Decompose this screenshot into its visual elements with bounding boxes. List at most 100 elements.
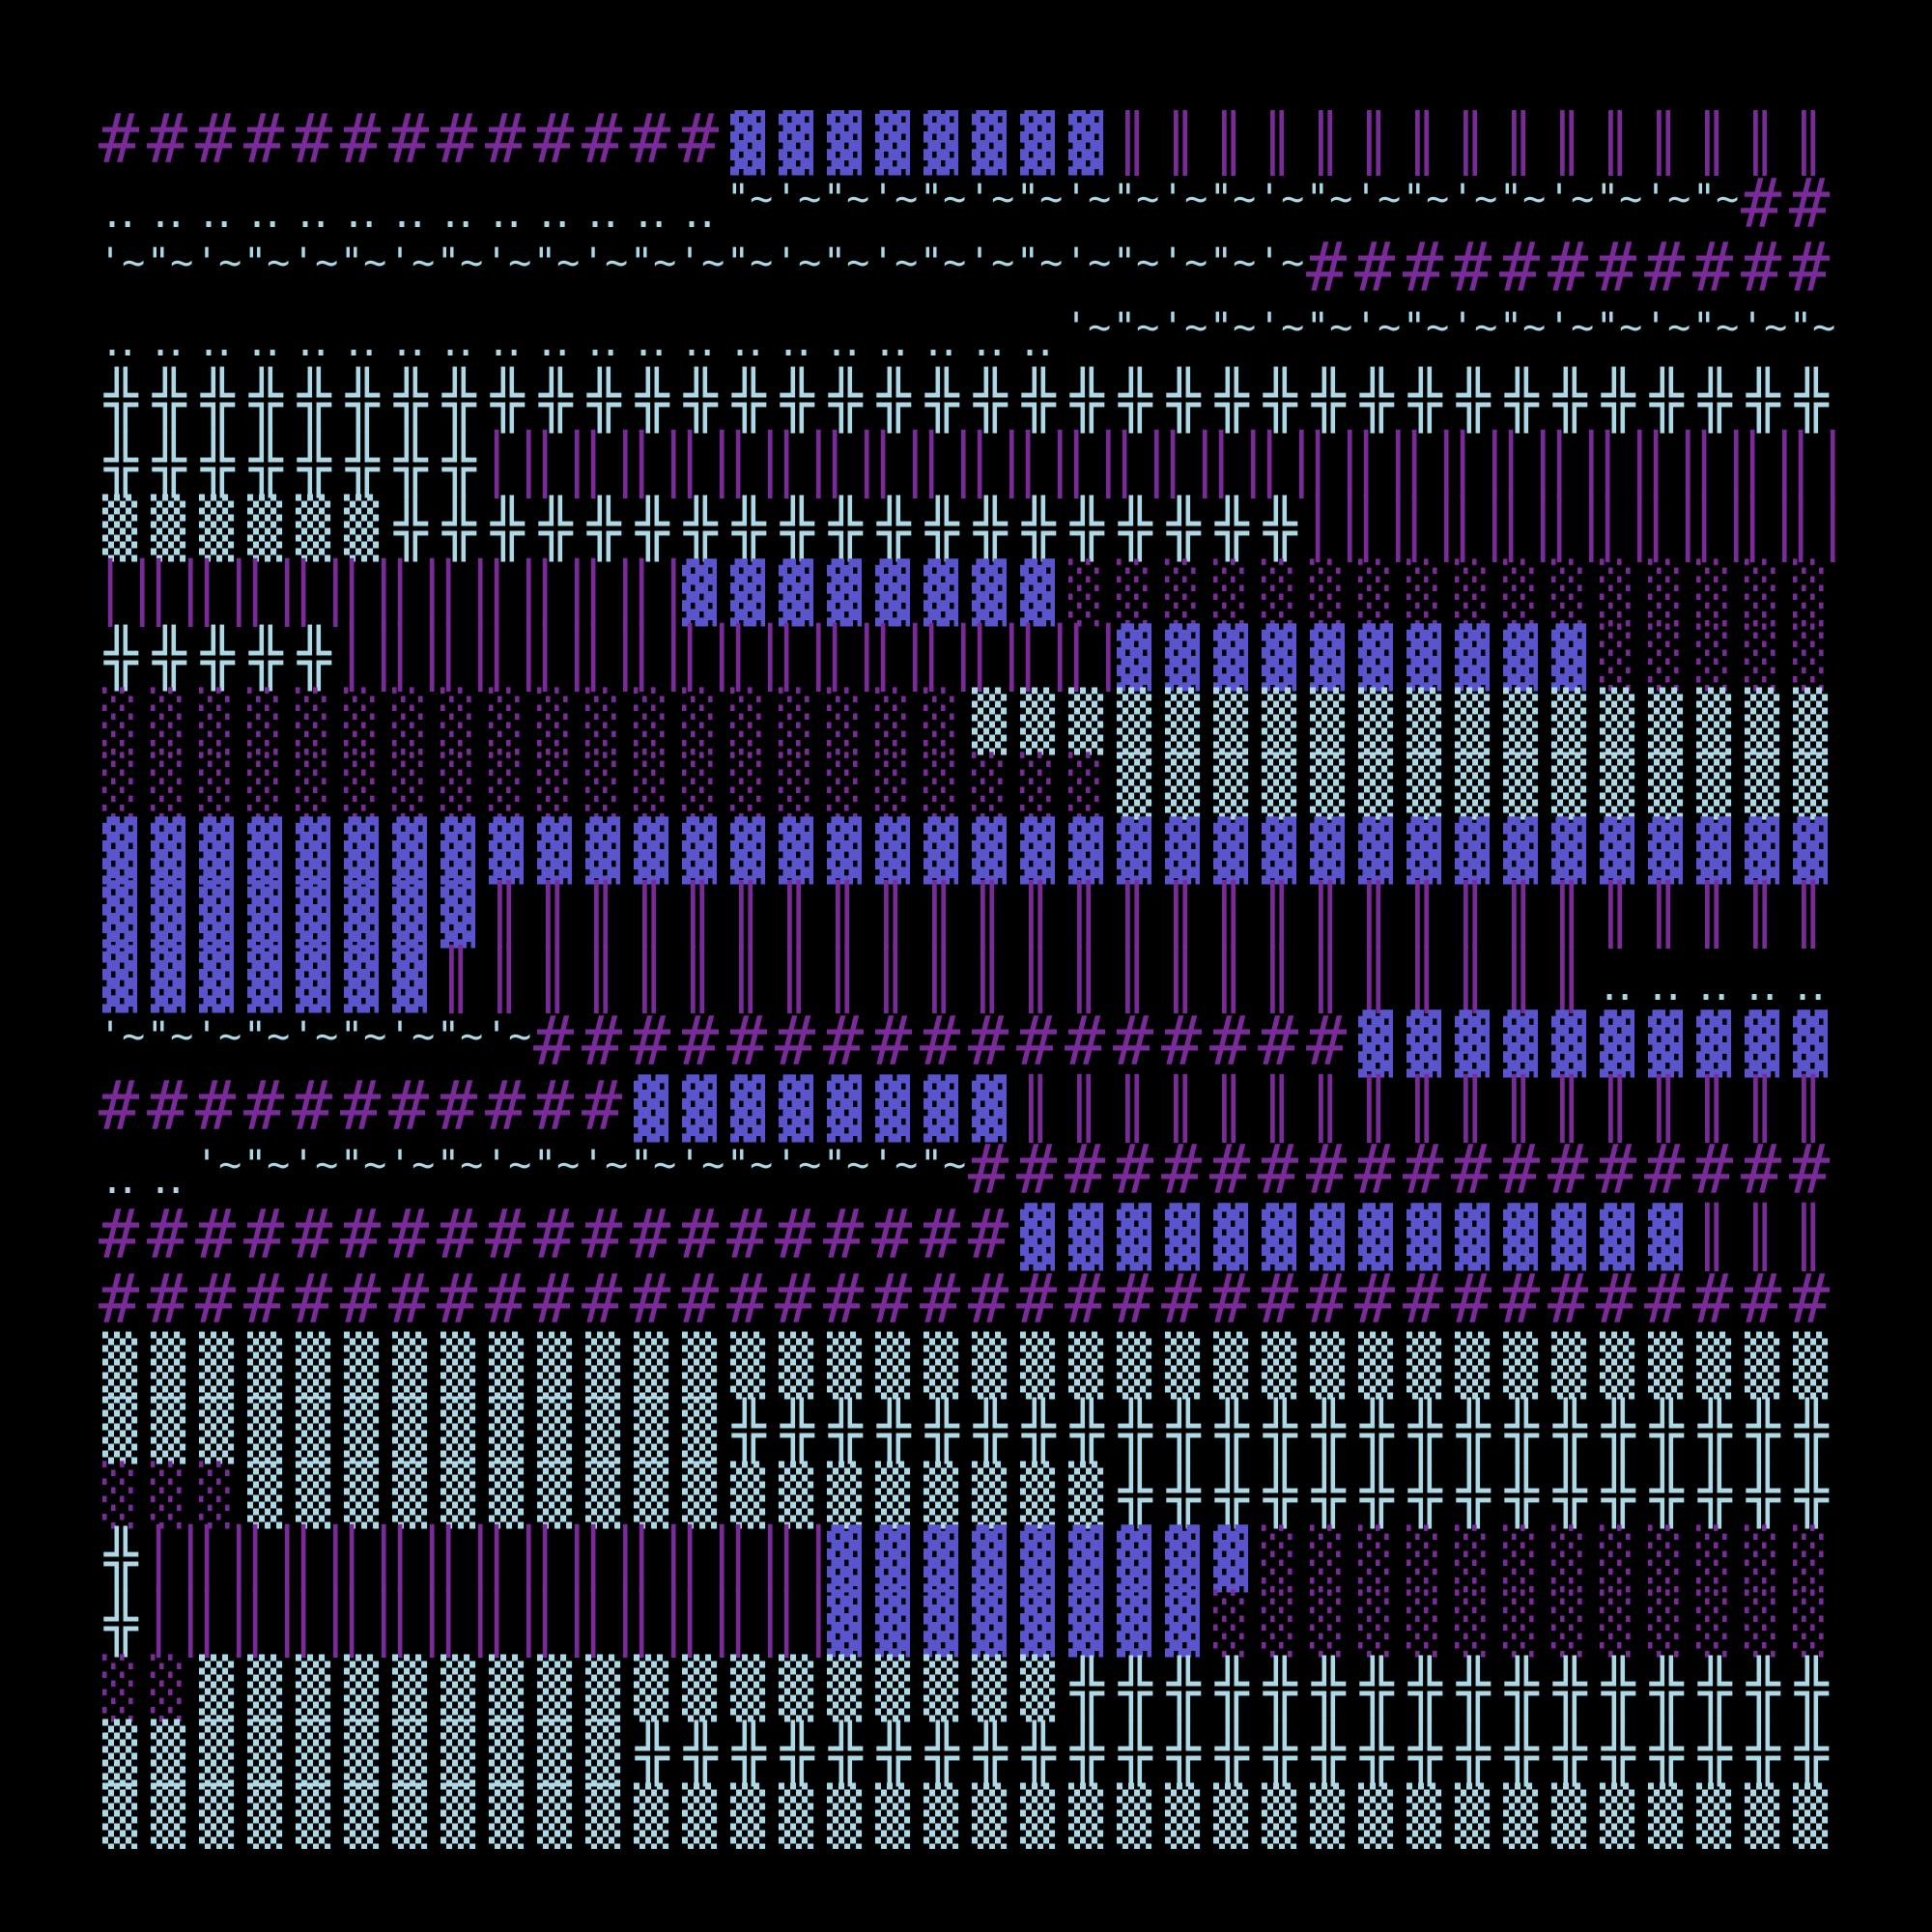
double-cross-cell: ╬ bbox=[920, 497, 968, 561]
double-cross-glyph: ╬ bbox=[587, 496, 621, 562]
double-cross-glyph: ╬ bbox=[1457, 1719, 1491, 1786]
dark-shade-glyph: ▓ bbox=[875, 558, 911, 627]
medium-shade-glyph: ▒ bbox=[1600, 1332, 1635, 1401]
double-cross-cell: ╬ bbox=[437, 432, 485, 497]
double-cross-glyph: ╬ bbox=[104, 366, 138, 433]
wide-double-vertical-glyph: ││ bbox=[576, 1525, 642, 1594]
medium-shade-glyph: ▒ bbox=[1310, 1332, 1346, 1401]
dark-shade-cell: ▓ bbox=[871, 1527, 920, 1592]
hash-cell: # bbox=[1065, 1008, 1113, 1077]
medium-shade-cell: ▒ bbox=[630, 1334, 678, 1399]
medium-shade-cell: ▒ bbox=[1306, 754, 1354, 819]
double-vertical-cell: ║ bbox=[871, 948, 920, 1012]
dots-cell: .. bbox=[582, 303, 630, 368]
wave-glyph: "~ bbox=[1692, 305, 1740, 351]
dark-shade-glyph: ▓ bbox=[1068, 816, 1104, 885]
medium-shade-cell: ▒ bbox=[630, 1785, 678, 1849]
medium-shade-glyph: ▒ bbox=[1262, 1783, 1297, 1849]
medium-shade-cell: ▒ bbox=[388, 1720, 437, 1786]
dark-shade-cell: ▓ bbox=[533, 818, 582, 884]
medium-shade-cell: ▒ bbox=[243, 497, 292, 561]
double-vertical-glyph: ║ bbox=[1598, 1074, 1634, 1143]
wave-cell: '~ bbox=[1258, 175, 1306, 240]
dots-cell: .. bbox=[1644, 948, 1692, 1012]
medium-shade-glyph: ▒ bbox=[1358, 1783, 1394, 1849]
wave-glyph: "~ bbox=[1403, 176, 1450, 221]
wave-glyph: "~ bbox=[533, 241, 581, 286]
wave-glyph: '~ bbox=[871, 176, 919, 221]
wave-glyph: '~ bbox=[871, 1143, 919, 1188]
medium-shade-cell: ▒ bbox=[340, 1656, 388, 1721]
hash-cell: # bbox=[195, 1201, 243, 1270]
double-cross-glyph: ╬ bbox=[829, 366, 863, 433]
dark-shade-glyph: ▓ bbox=[1213, 816, 1249, 885]
dark-shade-cell: ▓ bbox=[195, 948, 243, 1012]
wave-cell: '~ bbox=[1161, 239, 1209, 303]
wave-cell: "~ bbox=[1596, 175, 1644, 240]
double-cross-cell: ╬ bbox=[147, 625, 195, 691]
dark-shade-glyph: ▓ bbox=[247, 881, 283, 950]
hash-cell: # bbox=[388, 1265, 437, 1335]
hash-glyph: # bbox=[292, 1194, 333, 1274]
wide-double-vertical-glyph: ││ bbox=[817, 623, 884, 692]
dark-shade-glyph: ▓ bbox=[1020, 1203, 1056, 1271]
dark-shade-cell: ▓ bbox=[1354, 818, 1403, 884]
light-shade-cell: ░ bbox=[533, 754, 582, 819]
medium-shade-cell: ▒ bbox=[1548, 754, 1596, 819]
hash-cell: # bbox=[968, 1136, 1016, 1206]
hash-glyph: # bbox=[968, 1001, 1009, 1081]
light-shade-cell: ░ bbox=[1789, 560, 1837, 626]
hash-cell: # bbox=[871, 1201, 920, 1270]
double-cross-cell: ╬ bbox=[1161, 1656, 1209, 1721]
hash-cell: # bbox=[823, 1265, 871, 1335]
wave-glyph: "~ bbox=[1113, 176, 1160, 221]
double-cross-cell: ╬ bbox=[99, 1592, 147, 1657]
double-vertical-glyph: ║ bbox=[970, 881, 1006, 950]
medium-shade-glyph: ▒ bbox=[1117, 688, 1152, 756]
wave-cell: '~ bbox=[1741, 303, 1789, 368]
dark-shade-cell: ▓ bbox=[920, 560, 968, 626]
medium-shade-glyph: ▒ bbox=[151, 1783, 186, 1849]
medium-shade-glyph: ▒ bbox=[489, 1461, 525, 1529]
wide-double-vertical-glyph: ││ bbox=[1397, 495, 1463, 563]
wave-glyph: '~ bbox=[1065, 305, 1112, 351]
hash-cell: # bbox=[437, 1072, 485, 1142]
dark-shade-cell: ▓ bbox=[1499, 625, 1548, 691]
dark-shade-glyph: ▓ bbox=[296, 881, 331, 950]
double-cross-cell: ╬ bbox=[1209, 1399, 1258, 1463]
dark-shade-glyph: ▓ bbox=[1068, 1525, 1104, 1594]
medium-shade-glyph: ▒ bbox=[151, 495, 186, 563]
double-vertical-glyph: ║ bbox=[1163, 1074, 1199, 1143]
hash-glyph: # bbox=[1644, 228, 1686, 308]
hash-cell: # bbox=[99, 110, 147, 175]
medium-shade-cell: ▒ bbox=[1258, 690, 1306, 754]
wave-cell: "~ bbox=[1209, 175, 1258, 240]
double-vertical-glyph: ║ bbox=[1791, 1074, 1827, 1143]
light-shade-cell: ░ bbox=[1548, 1592, 1596, 1657]
double-cross-cell: ╬ bbox=[968, 497, 1016, 561]
medium-shade-glyph: ▒ bbox=[1455, 688, 1491, 756]
double-vertical-glyph: ║ bbox=[1308, 881, 1344, 950]
hash-glyph: # bbox=[678, 1259, 720, 1339]
wave-glyph: '~ bbox=[195, 1143, 242, 1188]
light-shade-glyph: ░ bbox=[344, 688, 380, 756]
double-vertical-glyph: ║ bbox=[1018, 881, 1054, 950]
dark-shade-cell: ▓ bbox=[823, 1527, 871, 1592]
light-shade-glyph: ░ bbox=[1503, 1590, 1539, 1659]
medium-shade-glyph: ▒ bbox=[1696, 1783, 1732, 1849]
wave-glyph: "~ bbox=[243, 1013, 291, 1059]
medium-shade-cell: ▒ bbox=[195, 497, 243, 561]
art-row: ▓ ▓ ▓ ▓ ▓ ▓ ▓ ▓ ▓ ▓ ▓ ▓ ▓ ▓ ▓ ▓ ▓ ▓ ▓ ▓ ▓ ▓ ▓ ▓ ▓ ▓ ▓ ▓ ▓ ▓ ▓ ▓ ▓ ▓ ▓ ▓ bbox=[99, 816, 1837, 885]
light-shade-cell: ░ bbox=[1306, 1592, 1354, 1657]
light-shade-cell: ░ bbox=[147, 690, 195, 754]
light-shade-glyph: ░ bbox=[1455, 1590, 1491, 1659]
light-shade-cell: ░ bbox=[340, 754, 388, 819]
dark-shade-cell: ▓ bbox=[1451, 1205, 1499, 1270]
wide-double-vertical-glyph: ││ bbox=[141, 1525, 208, 1594]
wide-double-vertical-cell: ││ bbox=[866, 625, 932, 691]
wave-glyph: "~ bbox=[340, 241, 387, 286]
hash-cell: # bbox=[99, 1072, 147, 1142]
wave-glyph: '~ bbox=[388, 241, 436, 286]
dark-shade-cell: ▓ bbox=[630, 818, 678, 884]
double-cross-glyph: ╬ bbox=[153, 366, 186, 433]
